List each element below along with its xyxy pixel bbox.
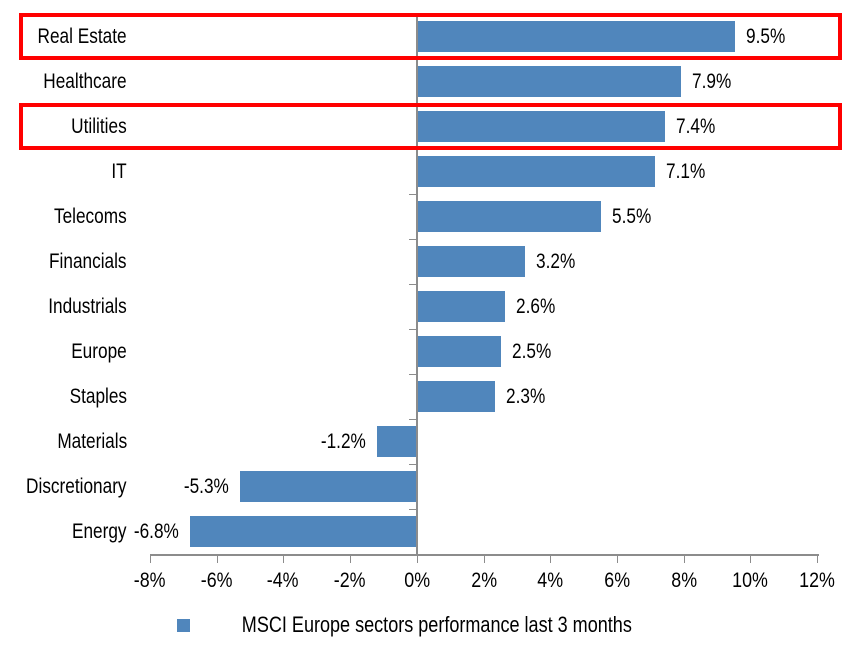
category-axis-tick	[409, 509, 416, 510]
category-label: Real Estate	[37, 25, 127, 48]
category-label: Industrials	[48, 295, 127, 318]
bar-value-label: 5.5%	[612, 205, 652, 228]
x-axis-tick	[283, 556, 284, 563]
category-label: Materials	[57, 430, 127, 453]
x-axis-tick	[750, 556, 751, 563]
category-label: Europe	[71, 340, 127, 363]
bar	[418, 246, 525, 277]
bar	[190, 516, 417, 547]
bar-value-label: -5.3%	[184, 475, 229, 498]
bar-value-label: 7.1%	[666, 160, 706, 183]
x-axis-tick	[417, 556, 418, 563]
value-axis-line	[416, 14, 418, 556]
category-axis-tick	[409, 329, 416, 330]
category-label: Financials	[49, 250, 127, 273]
category-label: Healthcare	[43, 70, 127, 93]
bar	[418, 66, 681, 97]
highlight-box	[19, 103, 842, 150]
x-axis-tick-label: -8%	[134, 569, 166, 592]
category-axis-tick	[409, 374, 416, 375]
x-axis-tick-label: 6%	[604, 569, 630, 592]
bar	[418, 336, 501, 367]
x-axis-tick	[617, 556, 618, 563]
x-axis-tick	[350, 556, 351, 563]
x-axis-tick-label: 10%	[732, 569, 768, 592]
category-axis-tick	[409, 419, 416, 420]
legend-swatch-icon	[177, 618, 191, 632]
bar-value-label: 2.6%	[516, 295, 556, 318]
x-axis-tick-label: 0%	[404, 569, 430, 592]
x-axis-tick	[684, 556, 685, 563]
bar-value-label: 2.3%	[506, 385, 546, 408]
x-axis-tick-label: -6%	[201, 569, 233, 592]
bar-value-label: 7.4%	[676, 115, 716, 138]
bar-value-label: -6.8%	[134, 520, 179, 543]
bar	[418, 291, 505, 322]
bar-value-label: 9.5%	[746, 25, 786, 48]
bars-layer: 9.5% 7.9% 7.4% 7.1% 5.5% 3.2% 2.6% 2.5% 2.3% -1.2…	[134, 21, 786, 547]
category-axis-tick	[409, 239, 416, 240]
bar	[418, 111, 665, 142]
bar	[377, 426, 417, 457]
category-label: IT	[111, 160, 127, 183]
category-label: Utilities	[71, 115, 127, 138]
bar	[418, 21, 735, 52]
bar	[418, 156, 655, 187]
x-axis-tick	[150, 556, 151, 563]
category-label: Energy	[72, 520, 127, 543]
bar	[418, 201, 601, 232]
highlight-layer	[19, 13, 842, 150]
bar-value-label: -1.2%	[321, 430, 366, 453]
x-axis-tick-label: 12%	[799, 569, 835, 592]
x-axis-line	[150, 554, 819, 556]
x-axis-tick	[817, 556, 818, 563]
legend: MSCI Europe sectors performance last 3 m…	[0, 606, 852, 644]
bar-value-label: 7.9%	[692, 70, 732, 93]
bar-value-label: 2.5%	[512, 340, 552, 363]
x-axis-tick	[550, 556, 551, 563]
x-axis-tick	[217, 556, 218, 563]
x-axis-tick-label: 2%	[471, 569, 497, 592]
category-axis-tick	[409, 194, 416, 195]
category-axis-labels: Real Estate Healthcare Utilities IT Telecoms…	[0, 0, 150, 560]
bar-value-label: 3.2%	[536, 250, 576, 273]
x-axis-tick	[484, 556, 485, 563]
category-label: Staples	[69, 385, 127, 408]
category-axis-tick	[409, 464, 416, 465]
x-axis-tick-label: -4%	[267, 569, 299, 592]
legend-label: MSCI Europe sectors performance last 3 m…	[241, 612, 633, 637]
x-axis-tick-label: 4%	[537, 569, 563, 592]
axes-layer: -8% -6% -4% -2% 0% 2% 4% 6% 8% 10% 12%	[134, 14, 835, 592]
x-axis-tick-label: -2%	[334, 569, 366, 592]
highlight-box	[19, 13, 842, 60]
bar	[240, 471, 417, 502]
x-axis-tick-label: 8%	[671, 569, 697, 592]
category-axis-tick	[409, 284, 416, 285]
category-label: Discretionary	[26, 475, 127, 498]
category-label: Telecoms	[54, 205, 127, 228]
bar	[418, 381, 495, 412]
